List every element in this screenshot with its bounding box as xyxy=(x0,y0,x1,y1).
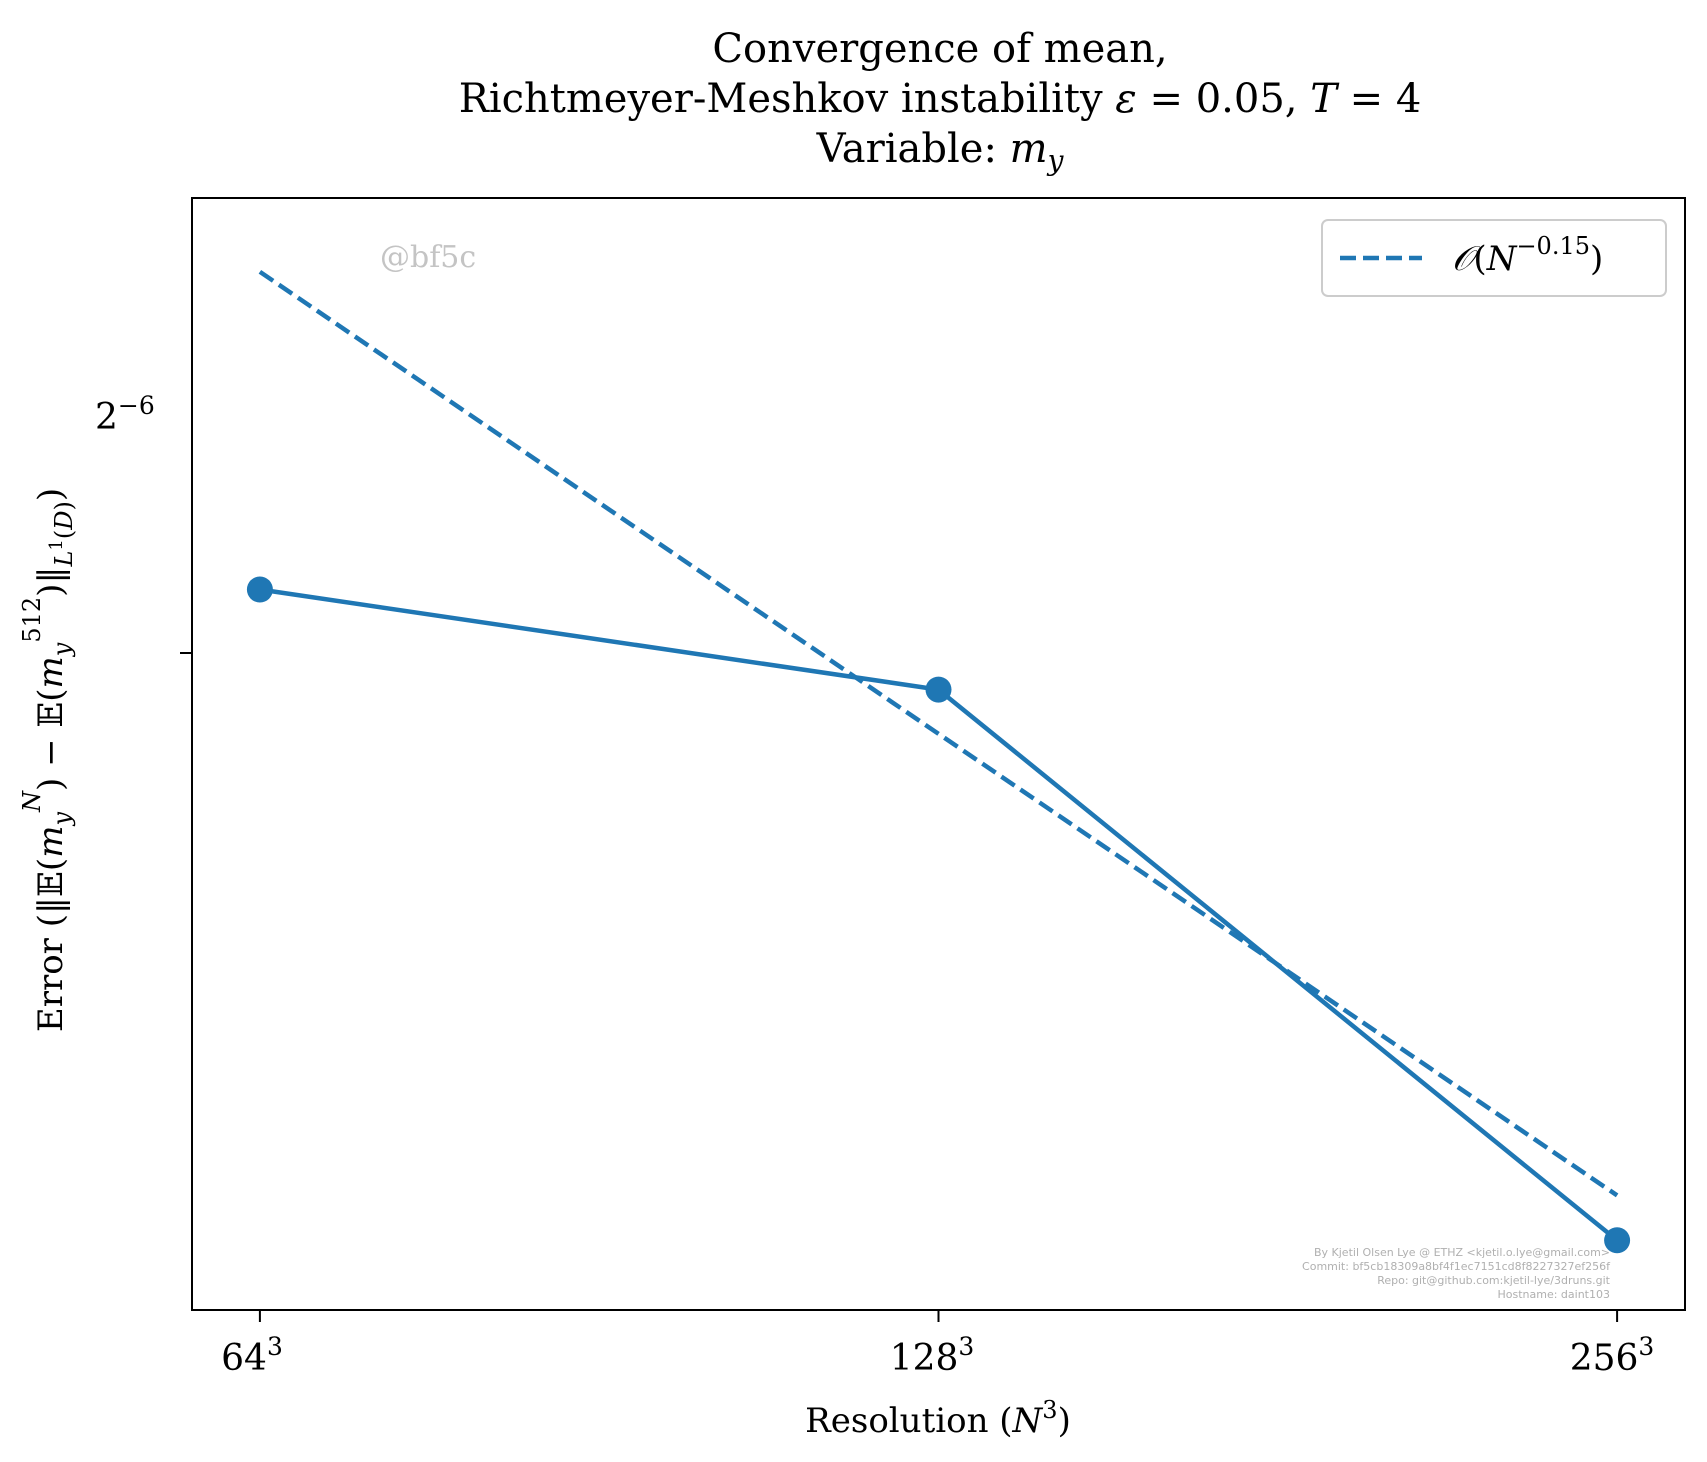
data-point-256 xyxy=(1604,1227,1631,1254)
x-tick-label-128: 1283 xyxy=(890,1332,975,1379)
watermark-text: @bf5c xyxy=(380,240,476,275)
footer-line-1: By Kjetil Olsen Lye @ ETHZ <kjetil.o.lye… xyxy=(1314,1246,1610,1259)
footer-line-3: Repo: git@github.com:kjetil-lye/3druns.g… xyxy=(1377,1274,1610,1287)
chart-title: Convergence of mean, Richtmeyer-Meshkov … xyxy=(459,26,1422,177)
legend-box xyxy=(1321,219,1667,297)
title-line-1: Convergence of mean, xyxy=(712,26,1167,72)
legend-label-n-015: 𝒪(N−0.15) xyxy=(1452,232,1603,279)
footer-line-4: Hostname: daint103 xyxy=(1497,1288,1610,1301)
plot-area xyxy=(191,197,1686,1311)
footer-line-2: Commit: bf5cb18309a8bf4f1ec7151cd8f82273… xyxy=(1302,1260,1611,1273)
reference-line-n-015 xyxy=(258,269,1619,1198)
legend: 𝒪(N−0.15) xyxy=(1321,219,1667,297)
tick-layer xyxy=(180,652,1619,1322)
y-axis-label: Error (‖𝔼(myN) − 𝔼(my512)‖L1(D)) xyxy=(18,488,78,1032)
x-tick-label-64: 643 xyxy=(221,1332,283,1379)
data-point-128 xyxy=(925,676,952,703)
title-line-2: Richtmeyer-Meshkov instability ε = 0.05,… xyxy=(459,76,1422,122)
y-tick-label-2-6: 2−6 xyxy=(95,391,155,438)
x-tick-label-256: 2563 xyxy=(1570,1332,1655,1379)
series-layer xyxy=(246,269,1631,1254)
footer-metadata: By Kjetil Olsen Lye @ ETHZ <kjetil.o.lye… xyxy=(1302,1246,1611,1301)
data-point-64 xyxy=(246,576,273,603)
title-line-3: Variable: my xyxy=(816,126,1065,177)
x-axis-label: Resolution (N3) xyxy=(805,1396,1071,1441)
